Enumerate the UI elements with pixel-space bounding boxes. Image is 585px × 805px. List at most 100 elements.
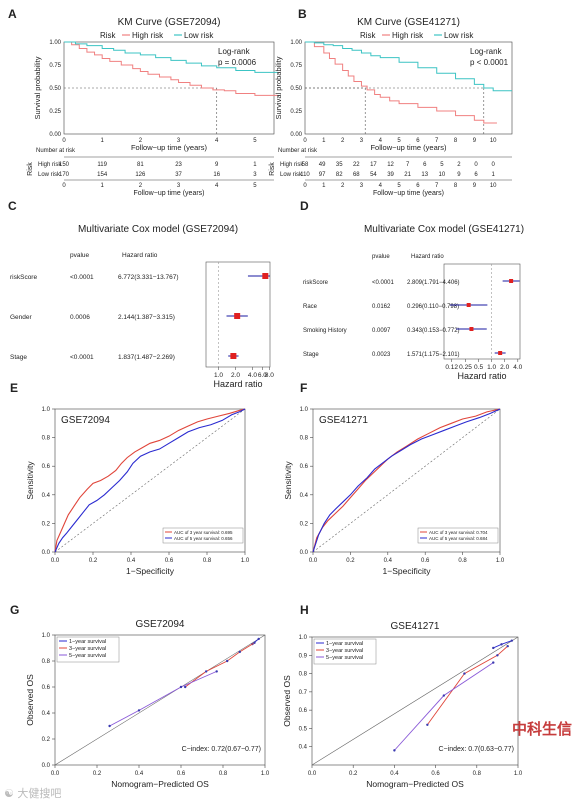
- calibration-xlabel: Nomogram−Predicted OS: [366, 779, 464, 789]
- forest-row-pvalue: <0.0001: [70, 354, 94, 361]
- calibration-ytick-label: 0.8: [299, 672, 308, 678]
- roc-ylabel: Sensitivity: [25, 461, 35, 500]
- calibration-xtick-label: 0.0: [308, 771, 317, 777]
- km-ytick-label: 0.50: [49, 86, 61, 92]
- risk-table-count: 5: [440, 162, 444, 168]
- forest-row-label: riskScore: [303, 280, 329, 286]
- risk-table-count: 23: [175, 162, 182, 168]
- calibration-ytick-label: 1.0: [299, 635, 308, 641]
- calibration-ytick-label: 0.8: [42, 659, 51, 665]
- risk-table-count: 12: [387, 162, 394, 168]
- forest-row-label: Gender: [10, 314, 33, 321]
- calibration-cindex: C−index: 0.72(0.67−0.77): [182, 746, 261, 753]
- roc-xtick-label: 0.0: [51, 558, 60, 564]
- km-ytick-label: 0.00: [49, 132, 61, 138]
- risk-table-count: 1: [492, 172, 496, 178]
- calibration-legend-box: [313, 638, 377, 665]
- calibration-curve: [426, 645, 508, 726]
- forest-point: [230, 353, 237, 359]
- km-xtick-label: 1: [101, 138, 105, 144]
- watermark-right: 中科生信: [512, 718, 572, 739]
- km-xtick-label: 7: [435, 138, 439, 144]
- risk-table-xtick: 2: [341, 183, 345, 189]
- calibration-ylabel: Observed OS: [25, 674, 35, 726]
- calibration-curve: [109, 670, 217, 727]
- calibration-point: [492, 646, 495, 650]
- roc-legend-box: [417, 527, 499, 544]
- panel-letter-a: A: [8, 7, 17, 21]
- forest-xtick-label: 0.25: [459, 364, 472, 371]
- calibration-ytick-label: 0.6: [299, 708, 308, 714]
- km-xtick-label: 2: [341, 138, 345, 144]
- risk-table-count: 16: [213, 172, 220, 178]
- km-xtick-label: 9: [473, 138, 477, 144]
- forest-frame: [205, 261, 271, 368]
- forest-frame: [443, 263, 521, 360]
- risk-table-count: 126: [135, 172, 146, 178]
- forest-row-label: riskScore: [10, 274, 37, 281]
- km-xtick-label: 3: [360, 138, 364, 144]
- roc-ytick-label: 0.8: [42, 436, 51, 442]
- calibration-point: [238, 650, 241, 654]
- calibration-legend-label: 3−year survival: [69, 646, 106, 652]
- forest-row-pvalue: 0.0162: [372, 304, 391, 310]
- roc-title: GSE72094: [61, 415, 110, 426]
- km-ytick-label: 0.25: [290, 109, 302, 115]
- roc-xtick-label: 0.6: [165, 558, 174, 564]
- forest-xtick-label: 0.12: [445, 364, 458, 371]
- forest-header-hr: Hazard ratio: [122, 252, 158, 259]
- calibration-point: [393, 749, 396, 752]
- forest-header-pvalue: pvalue: [372, 254, 390, 260]
- km-xtick-label: 5: [253, 138, 257, 144]
- risk-table-row-label: Low risk: [280, 172, 303, 178]
- panel-letter-b: B: [298, 7, 307, 21]
- forest-point: [509, 279, 514, 283]
- calibration-legend-box: [56, 636, 120, 663]
- km-legend-high-label: High risk: [132, 31, 164, 40]
- km-xtick-label: 0: [62, 138, 66, 144]
- forest-row-hr-text: 2.144(1.387−3.315): [118, 314, 175, 321]
- forest-point: [262, 273, 269, 279]
- forest-row-label: Stage: [10, 354, 27, 361]
- calibration-point: [257, 637, 260, 641]
- risk-table-xtick: 7: [435, 183, 439, 189]
- risk-table-xtick: 0: [303, 183, 307, 189]
- risk-table-count: 97: [319, 172, 326, 178]
- calibration-ytick-label: 0.7: [299, 690, 308, 696]
- roc-xtick-label: 0.4: [127, 558, 136, 564]
- calibration-xtick-label: 0.2: [349, 771, 358, 777]
- roc-xlabel: 1−Specificity: [383, 566, 432, 576]
- calibration-title: GSE41271: [391, 621, 440, 632]
- forest-row-pvalue: <0.0001: [372, 280, 395, 286]
- calibration-ytick-label: 0.6: [42, 685, 51, 691]
- roc-ytick-label: 0.0: [42, 550, 51, 556]
- forest-row-label: Race: [303, 304, 318, 310]
- calibration-legend-label: 1−year survival: [326, 641, 363, 647]
- calibration-xtick-label: 0.8: [473, 771, 482, 777]
- roc-legend-box: [162, 527, 244, 544]
- risk-table-row-label: High risk: [280, 162, 304, 168]
- calibration-ytick-label: 1.0: [42, 633, 51, 639]
- km-xtick-label: 3: [177, 138, 181, 144]
- risk-table-count: 2: [457, 162, 461, 168]
- risk-table-row-label: High risk: [38, 162, 62, 168]
- forest-row-hr-text: 2.809(1.791−4.406): [407, 280, 460, 286]
- risk-table-xtick: 10: [490, 183, 497, 189]
- km-ytick-label: 0.50: [290, 86, 302, 92]
- risk-table-count: 39: [387, 172, 394, 178]
- calibration-xtick-label: 0.0: [51, 771, 60, 777]
- forest-row-pvalue: 0.0006: [70, 314, 90, 321]
- risk-table-count: 49: [319, 162, 326, 168]
- km-pvalue: p = 0.0006: [218, 58, 257, 67]
- calibration-point: [492, 661, 495, 664]
- calibration-point: [463, 672, 466, 675]
- risk-table-xtick: 1: [322, 183, 326, 189]
- km-curve-high-risk: [305, 41, 497, 124]
- roc-xtick-label: 1.0: [496, 558, 505, 564]
- calibration-xtick-label: 0.2: [93, 771, 102, 777]
- roc-ylabel: Sensitivity: [283, 461, 293, 500]
- risk-table-xtick: 3: [360, 183, 364, 189]
- risk-table-count: 9: [215, 162, 219, 168]
- roc-curve: [54, 408, 246, 553]
